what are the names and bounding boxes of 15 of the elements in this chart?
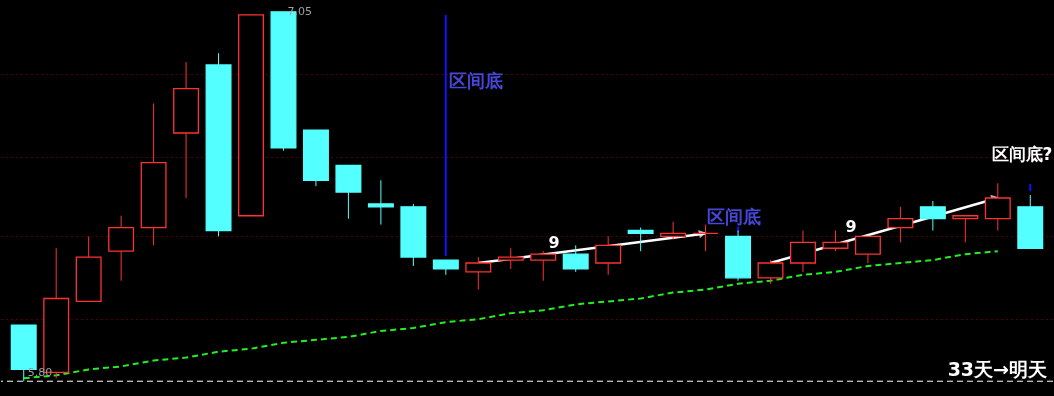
candlestick [497, 247, 524, 270]
annotation: 5.80 [27, 366, 53, 380]
candlestick [627, 227, 654, 252]
annotation: 区间底 [707, 206, 761, 227]
annotation: 9 [548, 233, 560, 252]
candlestick [530, 250, 557, 282]
candlestick [660, 221, 687, 240]
annotation: 33天→明天 [947, 358, 1047, 380]
candlestick [692, 224, 719, 252]
candlestick [952, 215, 979, 243]
annotation: 9 [845, 217, 857, 236]
annotation: 区间底 [449, 70, 503, 91]
annotation: 区间底? [991, 144, 1053, 164]
annotation: 7.05 [287, 4, 312, 18]
candlestick [367, 179, 394, 226]
